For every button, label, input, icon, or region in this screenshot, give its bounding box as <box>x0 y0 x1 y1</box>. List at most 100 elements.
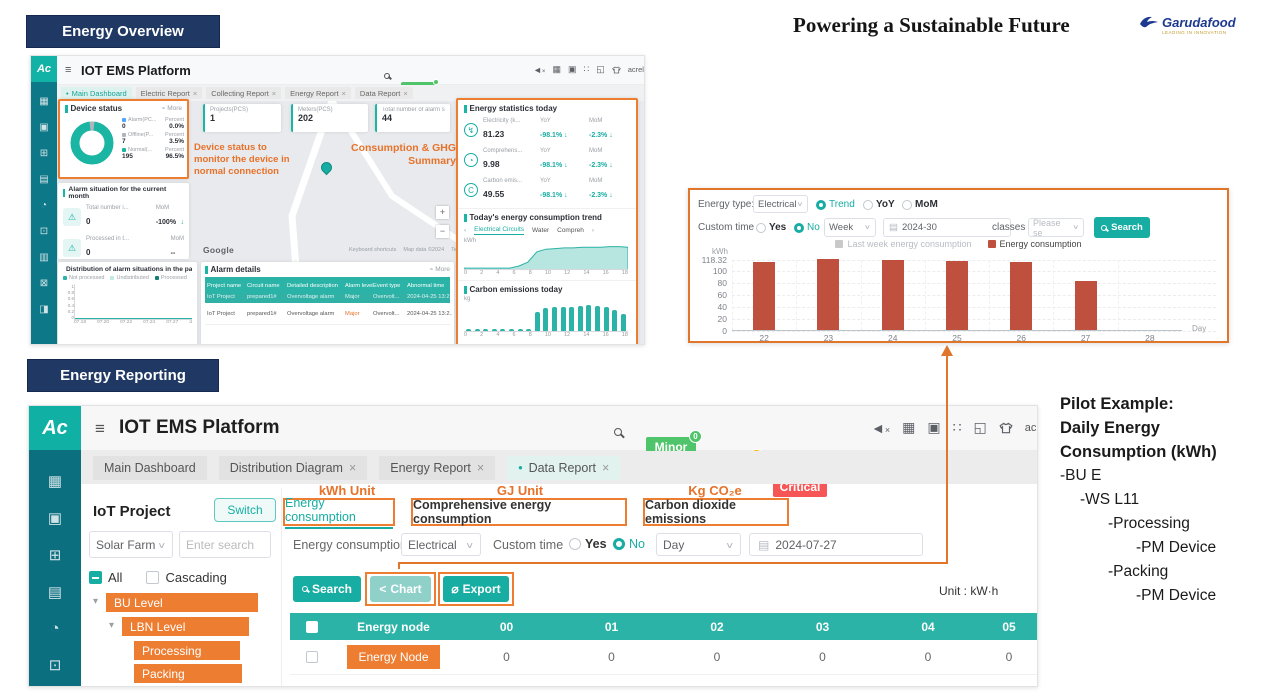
user-name[interactable]: acrel <box>1024 421 1037 434</box>
screenshot-icon[interactable]: ▣ <box>927 419 941 435</box>
sidebar-dashboard-icon[interactable]: ▦ <box>39 96 49 107</box>
filter-date-picker[interactable]: ▤ 2024-07-27 <box>749 533 923 556</box>
search-button[interactable]: Search <box>293 576 361 602</box>
subtab-comprehensive[interactable]: Comprehensive energy consumption <box>411 498 627 526</box>
sidebar-report-icon[interactable]: ▤ <box>47 584 63 601</box>
sidebar-devices-icon[interactable]: ⊞ <box>39 148 49 159</box>
stat-row-comprehensive: ◔ Comprehens... 9.98 YoY -98.1% ↓ MoM -2.3%… <box>464 148 630 172</box>
header-checkbox[interactable] <box>305 620 318 633</box>
map-shortcuts-link[interactable]: Keyboard shortcuts <box>349 247 397 253</box>
user-name[interactable]: acrel <box>627 65 644 74</box>
google-logo[interactable]: Google <box>203 245 235 255</box>
sidebar-monitor-icon[interactable]: ▣ <box>39 122 49 133</box>
grid-layout-icon[interactable]: ▦ <box>902 419 916 435</box>
tab-distribution-diagram[interactable]: Distribution Diagram × <box>218 455 368 480</box>
fullscreen-icon[interactable]: ∷ <box>952 419 962 435</box>
tab-energy-report[interactable]: Energy Report × <box>379 455 496 480</box>
sidebar-alarm-icon[interactable]: ⊡ <box>39 226 49 237</box>
export-button[interactable]: ⌀ Export <box>443 576 509 602</box>
row-checkbox[interactable] <box>305 651 318 663</box>
all-checkbox[interactable] <box>89 571 102 584</box>
mute-icon[interactable]: ◄× <box>533 64 546 75</box>
alarm-details-more[interactable]: ⌁ More <box>429 266 450 273</box>
popup-search-button[interactable]: Search <box>1094 217 1150 238</box>
bu-caret-icon[interactable]: ▾ <box>93 596 99 607</box>
sidebar-settings-icon[interactable]: ⊠ <box>39 278 49 289</box>
sidebar-archive-icon[interactable]: ▥ <box>39 252 49 263</box>
tree-item-bu-level[interactable]: BU Level <box>106 593 258 612</box>
meters-card-label: Meters(PCS) <box>298 107 333 113</box>
grid-layout-icon[interactable]: ▦ <box>552 64 561 74</box>
legend-last-week[interactable]: Last week energy consumption <box>835 239 972 249</box>
sidebar-energy-icon[interactable]: ◔ <box>40 200 48 211</box>
fullscreen-icon[interactable]: ∷ <box>583 64 590 74</box>
date-picker[interactable]: ▤ 2024-30 <box>883 218 1011 237</box>
filter-yes-radio[interactable]: Yes <box>569 537 607 551</box>
sidebar-system-icon[interactable]: ◨ <box>39 304 49 315</box>
sidebar-user-icon[interactable]: ⊡ <box>48 657 62 674</box>
menu-toggle-icon[interactable]: ≡ <box>95 419 105 438</box>
carbon-bar <box>466 328 471 331</box>
sidebar-report-icon[interactable]: ▤ <box>39 174 49 185</box>
subtab-carbon[interactable]: Carbon dioxide emissions <box>643 498 789 526</box>
filter-no-radio[interactable]: No <box>613 537 645 551</box>
energy-type-select[interactable]: Electrical ∨ <box>753 195 808 213</box>
search-icon[interactable] <box>614 428 622 436</box>
trend-tabs-prev-icon[interactable]: ‹ <box>464 227 467 234</box>
device-status-more[interactable]: ⌁ More <box>161 105 182 112</box>
tree-item-processing[interactable]: Processing <box>134 641 240 660</box>
trend-tabs-next-icon[interactable]: › <box>591 227 595 234</box>
sidebar-dashboard-icon[interactable]: ▦ <box>47 473 63 490</box>
project-select[interactable]: Solar Farm ∨ <box>89 531 173 558</box>
menu-toggle-icon[interactable]: ≡ <box>65 64 72 76</box>
tree-item-packing[interactable]: Packing <box>134 664 242 683</box>
lbn-caret-icon[interactable]: ▾ <box>109 620 115 631</box>
chart-button[interactable]: < Chart <box>370 576 431 602</box>
tab-main-dashboard[interactable]: Main Dashboard <box>93 455 207 480</box>
subtab-energy-consumption[interactable]: Energy consumption <box>283 496 395 529</box>
mode-radio-mom[interactable]: MoM <box>902 199 938 210</box>
switch-button[interactable]: Switch <box>214 498 276 522</box>
tab-electric-report[interactable]: Electric Report × <box>135 87 203 99</box>
col-04: 04 <box>875 613 981 640</box>
map-zoom-in-button[interactable]: + <box>436 206 449 219</box>
trend-tab-electrical[interactable]: Electrical Circuits <box>474 226 525 235</box>
tab-collecting-report[interactable]: Collecting Report × <box>206 87 282 99</box>
classes-select[interactable]: Please se ∨ <box>1028 218 1084 238</box>
sidebar-monitor-icon[interactable]: ▣ <box>47 510 63 527</box>
shirt-icon[interactable] <box>999 422 1013 434</box>
cascading-checkbox[interactable] <box>146 571 160 584</box>
period-select[interactable]: Week ∨ <box>824 218 876 237</box>
legend-energy[interactable]: Energy consumption <box>987 239 1082 249</box>
filter-period-select[interactable]: Day ∨ <box>656 533 741 556</box>
mom-radio-label: MoM <box>915 199 938 210</box>
popup-ylabel: kWh <box>712 247 728 256</box>
mode-radio-trend[interactable]: Trend <box>816 199 855 210</box>
map-zoom-out-button[interactable]: − <box>436 225 449 238</box>
brand-eagle-icon <box>1140 16 1158 28</box>
filter-type-select[interactable]: Electrical ∨ <box>401 533 481 556</box>
sidebar-devices-icon[interactable]: ⊞ <box>48 547 62 564</box>
mode-radio-yoy[interactable]: YoY <box>863 199 895 210</box>
trend-tab-water[interactable]: Water <box>532 227 550 234</box>
shirt-icon[interactable] <box>611 66 621 74</box>
tab-main-dashboard[interactable]: • Main Dashboard <box>61 87 132 99</box>
tab-data-report[interactable]: • Data Report × <box>507 455 621 480</box>
screenshot-icon[interactable]: ▣ <box>567 64 577 74</box>
alarm-details-row-clipped[interactable]: IoT Project prepared1# Overvoltage alarm… <box>205 294 450 303</box>
mute-icon[interactable]: ◄× <box>871 419 891 436</box>
custom-time-no[interactable]: No <box>794 222 820 233</box>
alarm-details-row[interactable]: IoT Project prepared1# Overvoltage alarm… <box>205 303 452 325</box>
tree-search-input[interactable]: Enter search <box>179 531 271 558</box>
alarm-processed-label: Processed in t... <box>86 236 130 242</box>
energy-node-chip[interactable]: Energy Node <box>347 645 440 669</box>
sidebar-alarm-icon[interactable]: ◔ <box>50 620 60 637</box>
search-icon[interactable] <box>384 73 390 79</box>
tab-energy-report[interactable]: Energy Report × <box>285 87 351 99</box>
tree-item-lbn-level[interactable]: LBN Level <box>122 617 249 636</box>
tab-data-report[interactable]: Data Report × <box>354 87 413 99</box>
custom-time-yes[interactable]: Yes <box>756 222 786 233</box>
layers-icon[interactable]: ◱ <box>596 64 605 74</box>
layers-icon[interactable]: ◱ <box>973 419 987 435</box>
trend-tab-comprehensive[interactable]: Compreh <box>557 227 584 234</box>
